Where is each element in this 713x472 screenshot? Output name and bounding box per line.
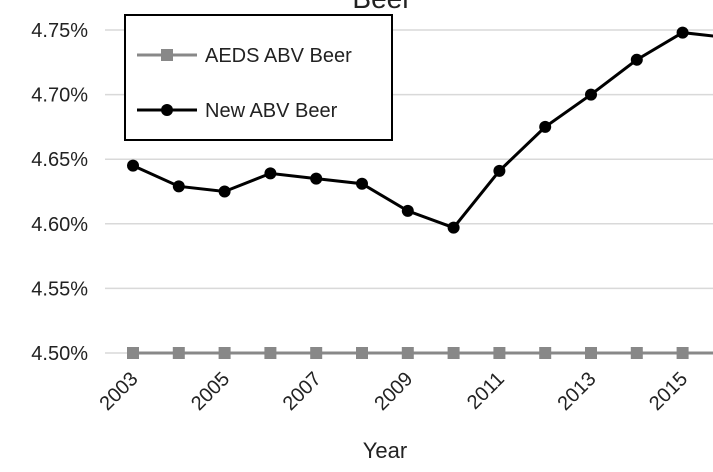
marker — [264, 347, 277, 359]
marker — [630, 347, 643, 359]
marker — [539, 347, 552, 359]
marker — [218, 185, 231, 198]
marker — [447, 347, 460, 359]
marker — [401, 347, 414, 359]
marker — [310, 347, 323, 359]
marker — [310, 172, 323, 185]
marker — [401, 204, 414, 217]
marker — [127, 347, 139, 359]
legend-marker — [161, 49, 173, 61]
marker — [172, 347, 185, 359]
marker — [356, 177, 368, 190]
marker — [539, 120, 552, 133]
x-tick-label: 2009 — [370, 368, 417, 415]
x-axis-title: Year — [363, 438, 407, 463]
x-tick-label: 2003 — [96, 368, 143, 415]
y-tick-label: 4.70% — [31, 85, 88, 107]
x-tick-label: 2007 — [279, 368, 326, 415]
legend-box — [124, 14, 393, 141]
y-tick-label: 4.60% — [31, 214, 88, 236]
marker — [447, 221, 460, 234]
marker — [127, 159, 139, 172]
marker — [630, 53, 643, 66]
marker — [585, 88, 597, 101]
marker — [493, 164, 506, 177]
marker — [676, 347, 689, 359]
marker — [264, 167, 277, 180]
legend-label: New ABV Beer — [205, 100, 338, 122]
marker — [493, 347, 506, 359]
y-tick-label: 4.55% — [31, 278, 88, 300]
series-line — [132, 31, 713, 230]
y-tick-label: 4.65% — [31, 149, 88, 171]
legend-label: AEDS ABV Beer — [205, 45, 352, 67]
y-tick-label: 4.50% — [31, 343, 88, 365]
x-tick-label: 2005 — [187, 368, 234, 415]
y-tick-label: 4.75% — [31, 20, 88, 42]
marker — [356, 347, 368, 359]
x-tick-label: 2011 — [463, 368, 509, 414]
legend-marker — [161, 104, 173, 116]
x-tick-label: 2015 — [645, 368, 692, 415]
marker — [676, 26, 689, 39]
chart-title: Beer — [352, 0, 411, 14]
x-tick-label: 2013 — [554, 368, 601, 415]
marker — [218, 347, 231, 359]
marker — [585, 347, 597, 359]
marker — [172, 180, 185, 193]
